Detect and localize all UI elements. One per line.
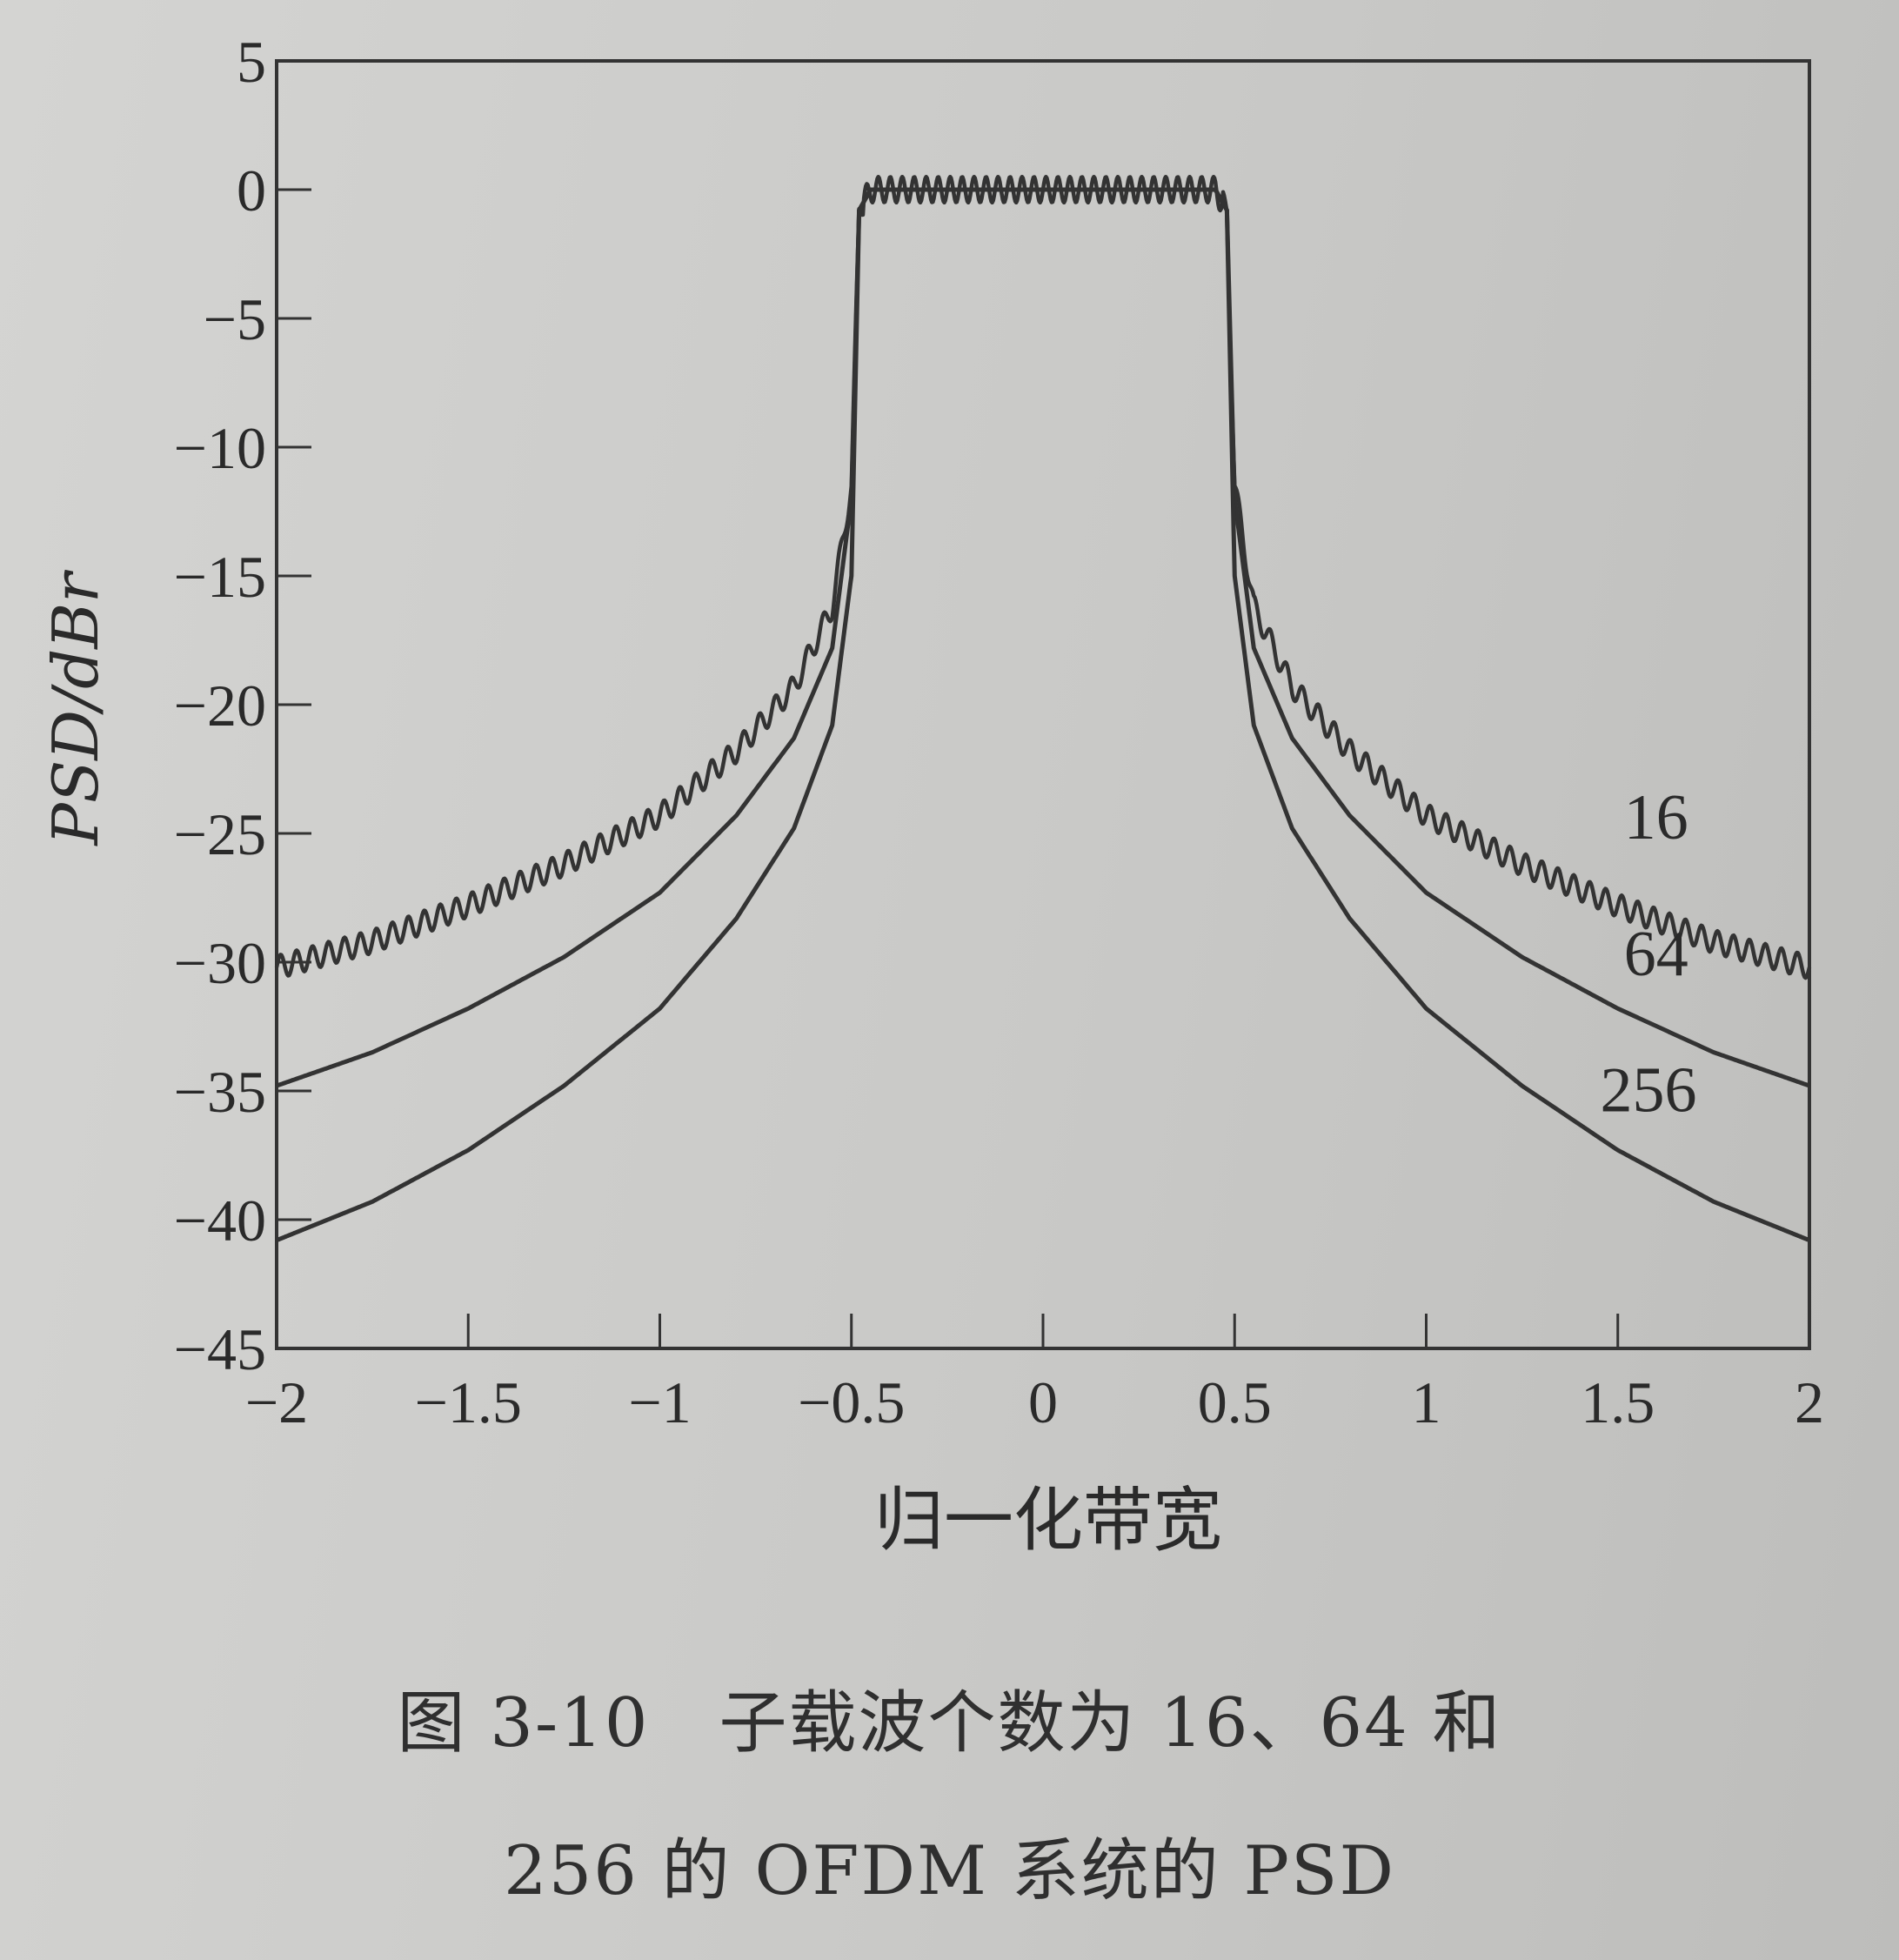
plot-frame [275, 59, 1811, 1350]
y-tick-label: 5 [237, 29, 266, 95]
y-tick-label: −45 [174, 1316, 266, 1382]
x-axis-title: 归一化带宽 [874, 1480, 1222, 1561]
y-tick-label: 0 [237, 157, 266, 224]
y-tick-label: −40 [174, 1187, 266, 1254]
y-tick-label: −10 [174, 415, 266, 481]
x-tick-label: −1 [628, 1369, 691, 1435]
x-tick-label: 0.5 [1198, 1369, 1272, 1435]
y-tick-label: −35 [174, 1059, 266, 1125]
y-tick-label: −20 [174, 672, 266, 739]
x-tick-label: −0.5 [798, 1369, 905, 1435]
series-label-64: 64 [1624, 919, 1688, 990]
x-tick-label: −1.5 [415, 1369, 522, 1435]
y-tick-labels: 5 0 −5 −10 −15 −20 −25 −30 −35 −40 −45 [174, 29, 266, 1382]
x-tick-label: 0 [1028, 1369, 1058, 1435]
x-tick-label: −2 [245, 1369, 308, 1435]
plot-border [275, 59, 1811, 1350]
series-label-16: 16 [1624, 782, 1688, 853]
figure-caption-line-2: 256 的 OFDM 系统的 PSD [504, 1832, 1395, 1910]
series-line-256 [275, 187, 1811, 1242]
y-tick-label: −30 [174, 930, 266, 996]
y-tick-label: −25 [174, 801, 266, 867]
x-tick-labels: −2 −1.5 −1 −0.5 0 0.5 1 1.5 2 [245, 1369, 1824, 1435]
figure-caption-line-1: 图 3-10 子载波个数为 16、64 和 [397, 1684, 1502, 1763]
x-tick-label: 1.5 [1581, 1369, 1655, 1435]
x-tick-label: 2 [1795, 1369, 1824, 1435]
y-axis-title: PSD/dBr [39, 570, 112, 847]
series-line-16 [274, 174, 1812, 980]
y-tick-label: −5 [204, 286, 266, 352]
series-label-256: 256 [1600, 1055, 1696, 1127]
psd-curves [274, 174, 1812, 1242]
x-tick-label: 1 [1412, 1369, 1441, 1435]
y-tick-label: −15 [174, 544, 266, 610]
series-labels: 16 64 256 [1600, 782, 1696, 1127]
series-line-64 [275, 187, 1811, 1088]
